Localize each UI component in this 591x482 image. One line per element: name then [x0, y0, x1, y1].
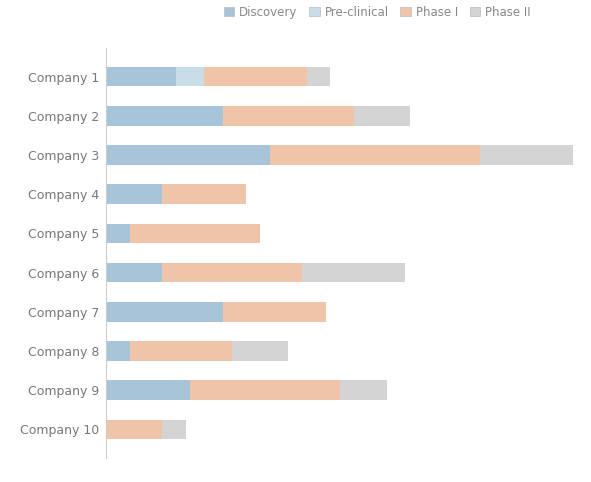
Bar — [307, 67, 330, 86]
Bar — [106, 67, 176, 86]
Bar — [106, 420, 163, 439]
Bar — [106, 380, 190, 400]
Bar — [106, 341, 130, 361]
Bar — [163, 185, 246, 204]
Bar — [130, 341, 232, 361]
Bar — [303, 263, 405, 282]
Bar — [106, 302, 223, 321]
Bar — [340, 380, 387, 400]
Bar — [223, 302, 326, 321]
Bar — [106, 106, 223, 126]
Bar — [163, 420, 186, 439]
Bar — [223, 106, 354, 126]
Bar — [106, 263, 163, 282]
Bar — [176, 67, 204, 86]
Bar — [163, 263, 303, 282]
Bar — [480, 145, 583, 165]
Bar — [106, 185, 163, 204]
Legend: Discovery, Pre-clinical, Phase I, Phase II: Discovery, Pre-clinical, Phase I, Phase … — [219, 1, 535, 23]
Bar — [130, 224, 261, 243]
Bar — [204, 67, 307, 86]
Bar — [106, 224, 130, 243]
Bar — [354, 106, 410, 126]
Bar — [190, 380, 340, 400]
Bar — [269, 145, 480, 165]
Bar — [232, 341, 288, 361]
Bar — [106, 145, 269, 165]
